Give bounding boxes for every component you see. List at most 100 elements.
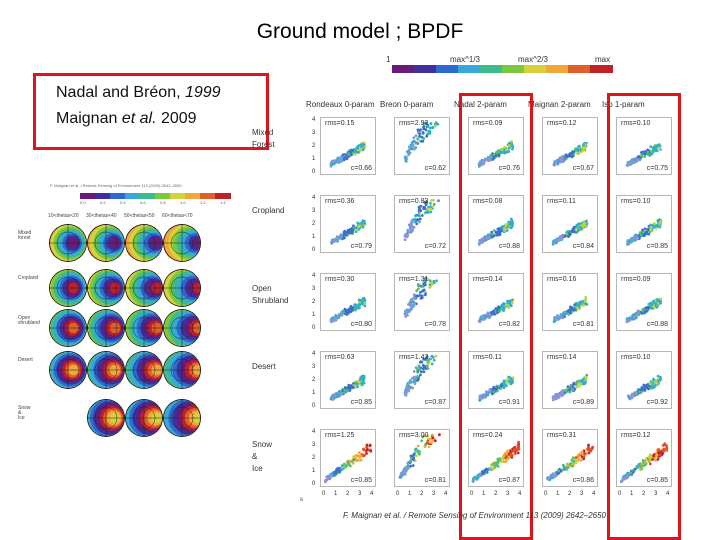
density-cloud — [403, 354, 438, 397]
density-point — [436, 122, 440, 126]
density-point — [418, 220, 421, 224]
density-cloud — [477, 298, 514, 324]
polar-plot — [164, 400, 200, 436]
density-point — [628, 240, 632, 243]
density-point — [334, 314, 338, 317]
density-point — [561, 157, 564, 160]
density-point — [573, 387, 577, 391]
density-point — [412, 458, 415, 462]
density-point — [584, 302, 588, 306]
polar-rings — [126, 400, 162, 436]
density-point — [358, 302, 361, 306]
density-point — [340, 235, 343, 239]
density-point — [578, 384, 581, 388]
density-point — [563, 466, 566, 470]
density-point — [647, 302, 651, 306]
density-point — [572, 225, 576, 229]
density-point — [338, 312, 341, 316]
density-point — [639, 233, 643, 237]
density-point — [361, 377, 364, 381]
density-point — [412, 380, 416, 383]
density-point — [347, 308, 350, 312]
density-point — [483, 158, 486, 162]
density-point — [423, 278, 427, 282]
highlight-box — [607, 93, 681, 540]
density-point — [554, 396, 558, 399]
density-point — [507, 381, 510, 385]
density-point — [570, 306, 573, 309]
density-point — [631, 236, 635, 240]
scatter-cell: rms=0.24 c=0.87 — [468, 429, 524, 487]
density-point — [557, 393, 561, 396]
density-point — [432, 202, 436, 206]
density-cloud — [403, 277, 438, 318]
density-point — [353, 148, 357, 152]
colorbar-segment — [546, 65, 569, 73]
density-point — [429, 122, 433, 125]
scatter-cell: rms=0.14 c=0.89 — [542, 351, 598, 409]
colorbar-label: max^2/3 — [518, 55, 548, 64]
density-point — [556, 471, 559, 475]
density-point — [554, 474, 558, 477]
correlation-label: c=0.81 — [424, 477, 446, 484]
density-point — [554, 317, 558, 321]
density-point — [336, 156, 340, 160]
density-point — [511, 221, 514, 225]
rms-label: rms=1.25 — [325, 432, 355, 439]
polar-plot — [164, 352, 200, 388]
colorbar-tick: 0.2 — [100, 200, 106, 205]
scatter-cell: rms=3.00 c=0.81 — [394, 429, 450, 487]
land-cover-label: Cropland — [252, 206, 285, 215]
polar-rings — [88, 352, 124, 388]
density-point — [334, 318, 338, 321]
rms-label: rms=0.15 — [325, 120, 355, 127]
correlation-label: c=0.88 — [498, 243, 520, 250]
density-point — [426, 209, 429, 213]
density-point — [423, 293, 427, 297]
density-point — [493, 386, 496, 390]
density-point — [495, 307, 499, 310]
rms-label: rms=0.14 — [473, 276, 503, 283]
density-point — [363, 145, 367, 149]
density-point — [561, 160, 565, 163]
polar-plot — [126, 400, 162, 436]
density-point — [424, 201, 427, 205]
reference-maignan: Maignan et al. 2009 — [56, 110, 197, 128]
density-point — [652, 305, 656, 309]
scatter-column-header: Maignan 2-param — [528, 100, 591, 109]
density-point — [479, 397, 482, 400]
density-point — [506, 301, 510, 305]
land-cover-label: Desert — [252, 362, 276, 371]
density-point — [478, 164, 482, 167]
y-tick: 1 — [312, 234, 316, 240]
density-point — [634, 391, 638, 395]
density-point — [416, 294, 420, 298]
density-point — [631, 239, 634, 243]
density-point — [563, 235, 567, 238]
density-point — [355, 458, 359, 462]
density-point — [412, 293, 416, 296]
x-tick: 1 — [408, 491, 412, 497]
density-point — [575, 385, 578, 389]
density-point — [409, 464, 413, 468]
density-point — [578, 226, 581, 230]
scatter-column-header: Nadal 2-param — [454, 100, 507, 109]
density-point — [409, 457, 413, 461]
density-point — [550, 476, 553, 480]
density-point — [418, 132, 422, 136]
density-point — [635, 236, 639, 240]
land-cover-label: Open Shrubland — [252, 284, 289, 305]
density-point — [362, 448, 366, 452]
density-point — [647, 387, 650, 391]
density-point — [551, 240, 555, 243]
rms-label: rms=0.11 — [473, 354, 502, 361]
density-point — [656, 298, 659, 302]
density-point — [579, 379, 583, 383]
density-point — [644, 306, 648, 310]
density-cloud — [551, 219, 589, 246]
density-point — [551, 472, 555, 475]
rms-label: rms=0.10 — [621, 198, 651, 205]
density-point — [560, 234, 563, 238]
scatter-figure: 1 max^1/3 max^2/3 max Rondeaux 0-param Breon … — [250, 55, 700, 540]
density-point — [630, 160, 634, 164]
